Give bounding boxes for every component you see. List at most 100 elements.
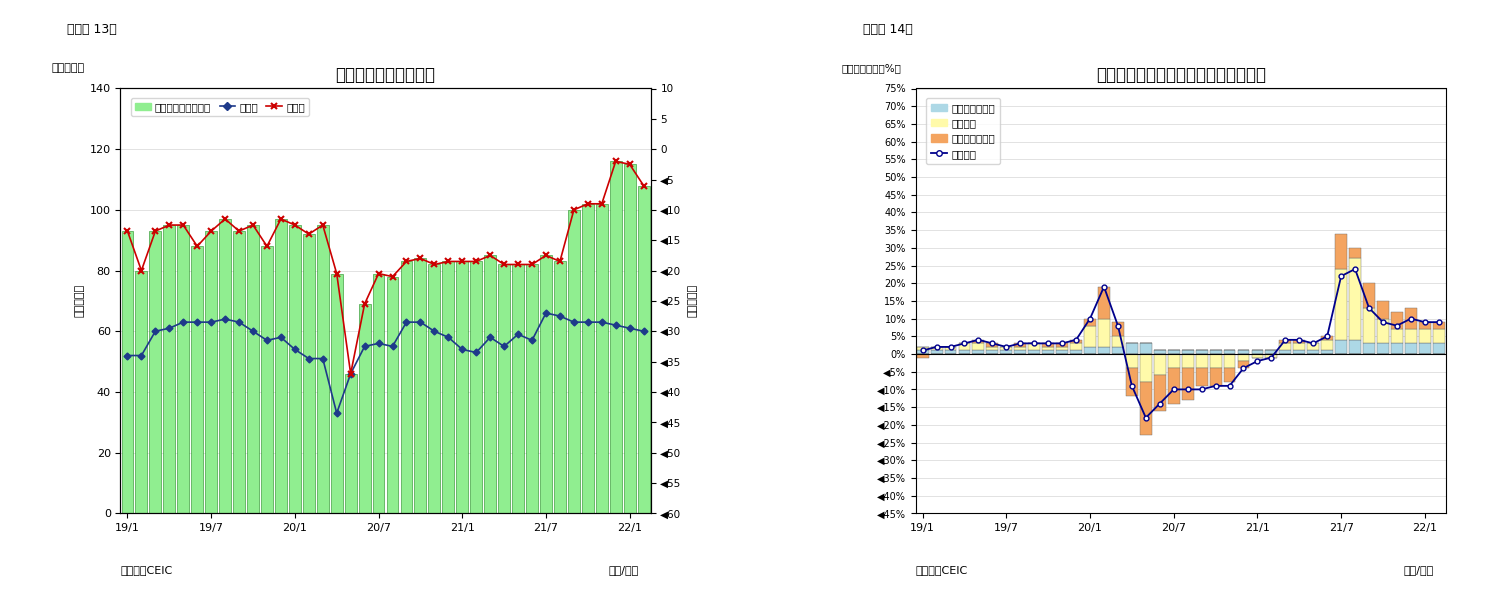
- Bar: [1349, 340, 1361, 354]
- Bar: [1376, 319, 1389, 343]
- Bar: [1029, 350, 1041, 354]
- Bar: [541, 255, 551, 513]
- Bar: [1167, 368, 1179, 404]
- Bar: [1000, 350, 1012, 354]
- Bar: [1209, 350, 1221, 354]
- Bar: [1280, 340, 1291, 343]
- Bar: [470, 261, 482, 513]
- Bar: [1376, 343, 1389, 354]
- Bar: [1376, 301, 1389, 319]
- Bar: [1167, 354, 1179, 368]
- Bar: [1223, 354, 1235, 368]
- Bar: [1042, 350, 1054, 354]
- Bar: [1111, 336, 1123, 347]
- Bar: [498, 264, 511, 513]
- Bar: [1405, 308, 1417, 329]
- Bar: [1111, 322, 1123, 336]
- Bar: [1140, 354, 1152, 382]
- Bar: [1098, 347, 1110, 354]
- Bar: [1294, 350, 1306, 354]
- Y-axis label: （億ドル）: （億ドル）: [687, 284, 697, 317]
- Bar: [1084, 326, 1096, 347]
- Bar: [1432, 343, 1444, 354]
- Bar: [261, 246, 273, 513]
- Bar: [1321, 336, 1333, 340]
- Bar: [331, 274, 343, 513]
- Bar: [1196, 368, 1208, 386]
- Bar: [958, 343, 970, 350]
- Bar: [944, 350, 956, 354]
- Bar: [1294, 340, 1306, 343]
- Bar: [917, 350, 929, 354]
- Bar: [1419, 329, 1431, 343]
- Bar: [973, 343, 985, 350]
- Bar: [1182, 350, 1194, 354]
- Bar: [1419, 322, 1431, 329]
- Bar: [917, 354, 929, 358]
- Bar: [205, 231, 217, 513]
- Bar: [1071, 343, 1081, 350]
- Bar: [233, 231, 245, 513]
- Bar: [149, 231, 161, 513]
- Bar: [1307, 350, 1319, 354]
- Bar: [958, 350, 970, 354]
- Bar: [220, 219, 230, 513]
- Bar: [303, 234, 315, 513]
- Bar: [247, 225, 259, 513]
- Bar: [1015, 347, 1026, 350]
- Bar: [973, 350, 985, 354]
- Bar: [372, 274, 384, 513]
- Bar: [1405, 343, 1417, 354]
- Bar: [1432, 322, 1444, 329]
- Title: フィリピンの貿易収支: フィリピンの貿易収支: [336, 66, 435, 84]
- Bar: [316, 225, 328, 513]
- Bar: [1392, 343, 1404, 354]
- Bar: [610, 161, 622, 513]
- Text: （資料）CEIC: （資料）CEIC: [120, 565, 173, 575]
- Bar: [1265, 350, 1277, 354]
- Bar: [1405, 329, 1417, 343]
- Bar: [526, 264, 538, 513]
- Text: （前年同期比、%）: （前年同期比、%）: [842, 64, 901, 74]
- Bar: [1111, 347, 1123, 354]
- Bar: [1336, 234, 1346, 269]
- Legend: 一次産品・燃料, 電気製品, その他製品など, 輸出合計: 一次産品・燃料, 電気製品, その他製品など, 輸出合計: [926, 98, 1000, 164]
- Bar: [1209, 368, 1221, 386]
- Bar: [1265, 354, 1277, 358]
- Bar: [163, 225, 175, 513]
- Bar: [1280, 350, 1291, 354]
- Bar: [1098, 319, 1110, 347]
- Bar: [1056, 350, 1068, 354]
- Bar: [485, 255, 495, 513]
- Text: （資料）CEIC: （資料）CEIC: [916, 565, 968, 575]
- Bar: [1392, 312, 1404, 329]
- Bar: [1056, 347, 1068, 350]
- Bar: [986, 343, 998, 347]
- Bar: [1071, 350, 1081, 354]
- Bar: [1251, 350, 1264, 354]
- Bar: [1154, 350, 1166, 354]
- Text: （図表 14）: （図表 14）: [863, 23, 913, 36]
- Bar: [568, 210, 580, 513]
- Bar: [917, 347, 929, 350]
- Bar: [986, 350, 998, 354]
- Bar: [1238, 361, 1250, 368]
- Bar: [1363, 308, 1375, 343]
- Bar: [1154, 375, 1166, 411]
- Bar: [1363, 283, 1375, 308]
- Bar: [1336, 340, 1346, 354]
- Bar: [1154, 354, 1166, 375]
- Bar: [136, 271, 148, 513]
- Legend: 貿易収支（右目盛）, 輸出額, 輸入額: 貿易収支（右目盛）, 輸出額, 輸入額: [131, 98, 309, 116]
- Bar: [401, 261, 413, 513]
- Bar: [1196, 354, 1208, 368]
- Bar: [1349, 258, 1361, 340]
- Bar: [1084, 319, 1096, 326]
- Bar: [387, 277, 399, 513]
- Bar: [1238, 350, 1250, 354]
- Bar: [1196, 350, 1208, 354]
- Bar: [931, 347, 943, 350]
- Bar: [1126, 343, 1139, 354]
- Bar: [191, 246, 203, 513]
- Bar: [1392, 329, 1404, 343]
